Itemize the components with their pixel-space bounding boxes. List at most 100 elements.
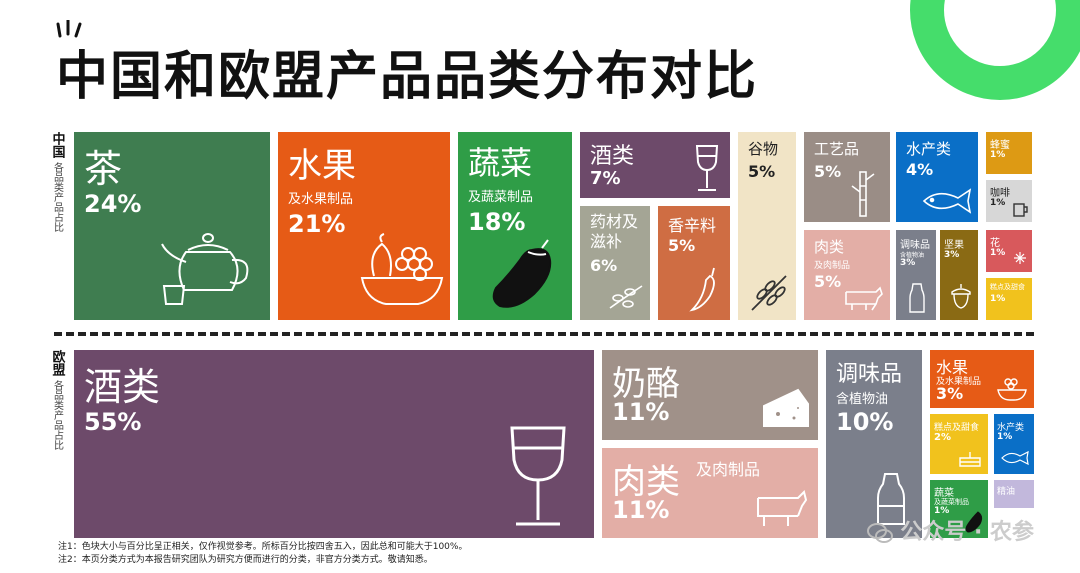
eu-tile-aqua: 水产类 1% (994, 414, 1034, 474)
cn-tea-name: 茶 (84, 147, 123, 191)
cow-icon (845, 286, 883, 311)
cn-condiment-name: 调味品 (900, 240, 930, 251)
eu-dairy-value: 11 (612, 398, 646, 426)
eu-fruit-name: 水果 (936, 358, 969, 377)
eu-condiment-name: 调味品 (836, 362, 903, 387)
cn-snack-name: 糕点及甜食 (990, 283, 1025, 291)
teapot-icon (161, 233, 249, 305)
eu-veg-value: 1 (934, 506, 941, 516)
eu-wine-value: 55 (84, 408, 118, 436)
eu-tile-condiment: 调味品 含植物油 10% (826, 350, 922, 538)
cn-tile-tea: 茶 24% (74, 132, 270, 320)
eu-condiment-sub: 含植物油 (836, 392, 889, 407)
eu-tile-fruit: 水果 及水果制品 3% (930, 350, 1034, 408)
china-section-label: 中国 各品类产品占比 (42, 132, 72, 232)
eu-condiment-value: 10 (836, 408, 870, 436)
cn-spice-value: 5 (668, 236, 680, 255)
eu-tile-veg: 蔬菜 及蔬菜制品 1% (930, 480, 988, 538)
cake-icon (959, 452, 981, 467)
cn-meat-value: 5 (814, 272, 826, 291)
eu-tile-wine: 酒类 55% (74, 350, 594, 538)
eu-aqua-value: 1 (997, 432, 1004, 442)
eggplant-icon (492, 239, 552, 308)
cn-tile-herb: 药材及滋补 6% (580, 206, 650, 320)
eu-dairy-name: 奶酪 (612, 364, 680, 404)
eu-wine-name: 酒类 (84, 365, 161, 409)
cheese-icon (763, 388, 809, 427)
cn-tile-aqua: 水产类 4% (896, 132, 978, 222)
eu-veg-sub: 及蔬菜制品 (934, 498, 969, 506)
salt-shaker-icon (909, 283, 925, 313)
eu-meat-name: 肉类 (612, 462, 680, 502)
cn-fruit-value: 21 (288, 210, 322, 238)
wine-glass-icon (695, 145, 719, 191)
cn-grain-value: 5 (748, 162, 760, 181)
cn-grain-name: 谷物 (748, 140, 779, 158)
cn-nut-value: 3 (944, 250, 951, 260)
eu-snack-value: 2 (934, 432, 941, 443)
sparkle-icon (56, 20, 82, 38)
cn-tile-fruit: 水果 及水果制品 21% (278, 132, 450, 320)
cn-tile-veg: 蔬菜 及蔬菜制品 18% (458, 132, 572, 320)
cn-coffee-value: 1 (990, 198, 997, 208)
cn-flower-value: 1 (990, 248, 997, 258)
cn-honey-value: 1 (990, 150, 997, 160)
coffee-cup-icon (1013, 203, 1028, 217)
section-divider (54, 332, 1034, 336)
cn-tile-craft: 工艺品 5% (804, 132, 890, 222)
footnote-1: 注1：色块大小与百分比呈正相关，仅作视觉参考。所标百分比按四舍五入，因此总和可能… (58, 542, 468, 552)
cn-tile-flower: 花 1% (986, 230, 1032, 272)
watermark-text: 公众号 · 农参 (900, 520, 1034, 545)
salt-shaker-large-icon (877, 473, 905, 525)
eu-label-sub: 各品类产品占比 (51, 380, 63, 450)
cn-aqua-name: 水产类 (906, 140, 952, 158)
cn-tile-spice: 香辛料 5% (658, 206, 730, 320)
cn-tile-snack: 糕点及甜食 1% (986, 278, 1032, 320)
bamboo-icon (851, 171, 875, 217)
cn-wine-value: 7 (590, 168, 603, 189)
cn-tile-grain: 谷物 5% (738, 132, 796, 320)
acorn-icon (951, 284, 971, 309)
cn-spice-name: 香辛料 (668, 216, 717, 235)
herb-icon (609, 285, 643, 309)
eu-fruit-value: 3 (936, 384, 948, 403)
cn-coffee-name: 咖啡 (990, 188, 1010, 199)
watermark: 公众号 · 农参 (866, 514, 1034, 546)
cn-wine-name: 酒类 (590, 144, 635, 169)
cn-herb-name: 药材及滋补 (590, 212, 639, 251)
footnotes: 注1：色块大小与百分比呈正相关，仅作视觉参考。所标百分比按四舍五入，因此总和可能… (58, 541, 467, 567)
cn-flower-name: 花 (990, 238, 1000, 249)
cn-nut-name: 坚果 (944, 240, 964, 251)
fish-small-icon (1001, 450, 1029, 466)
eu-fruit-sub: 及水果制品 (936, 377, 982, 387)
eu-label: 欧盟 (49, 350, 65, 376)
eu-section-label: 欧盟 各品类产品占比 (42, 350, 72, 450)
eu-tile-snack: 糕点及甜食 2% (930, 414, 988, 474)
eu-meat-value: 11 (612, 496, 646, 524)
flower-icon (1014, 252, 1026, 264)
eu-tile-meat: 肉类 及肉制品 11% (602, 448, 818, 538)
eu-aqua-name: 水产类 (997, 423, 1025, 433)
cn-veg-name: 蔬菜 (468, 144, 533, 182)
eggplant-small-icon (965, 511, 983, 533)
chili-icon (689, 267, 715, 312)
page-title: 中国和欧盟产品品类分布对比 (56, 47, 759, 107)
cn-tile-honey: 蜂蜜 1% (986, 132, 1032, 174)
china-label-sub: 各品类产品占比 (51, 162, 63, 232)
fish-icon (922, 188, 972, 214)
cn-craft-name: 工艺品 (814, 140, 860, 158)
eu-tile-oil: 精油 (994, 480, 1034, 508)
cn-tile-coffee: 咖啡 1% (986, 180, 1032, 222)
cn-veg-value: 18 (468, 208, 502, 236)
cow-large-icon (757, 490, 808, 526)
fruit-bowl-small-icon (997, 378, 1027, 401)
cn-craft-value: 5 (814, 162, 826, 181)
eu-meat-sub: 及肉制品 (696, 460, 761, 479)
cn-tile-nut: 坚果 3% (940, 230, 978, 320)
wechat-icon (866, 523, 893, 543)
cn-meat-sub: 及肉制品 (814, 261, 851, 271)
cn-veg-sub: 及蔬菜制品 (468, 190, 534, 205)
cn-tile-meat: 肉类 及肉制品 5% (804, 230, 890, 320)
decorative-ring (910, 0, 1080, 100)
wheat-icon (751, 275, 787, 311)
